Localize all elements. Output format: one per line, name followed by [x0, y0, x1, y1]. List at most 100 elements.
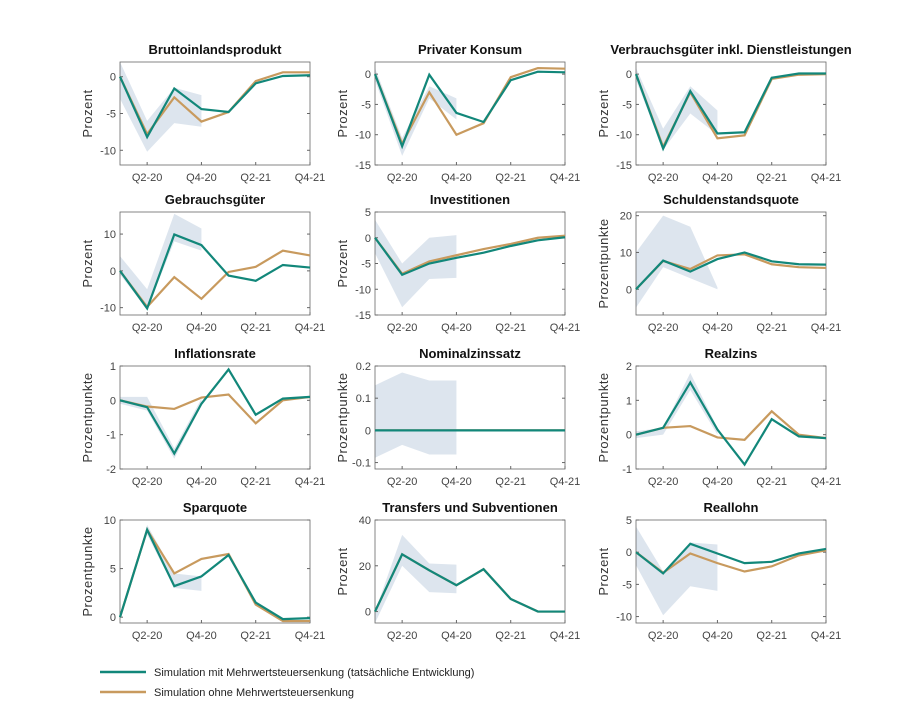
y-axis-label: Prozent [335, 239, 350, 287]
y-axis-label: Prozentpunkte [80, 526, 95, 616]
y-tick-label: 40 [359, 515, 371, 527]
panel-title: Verbrauchsgüter inkl. Dienstleistungen [610, 42, 851, 57]
y-tick-label: 0 [110, 395, 116, 407]
series-line-with [634, 72, 826, 152]
panel-title: Inflationsrate [174, 346, 256, 361]
y-tick-label: -15 [355, 160, 371, 172]
x-tick-label: Q4-20 [702, 630, 733, 642]
y-axis-label: Prozentpunkte [596, 218, 611, 308]
axes-box [374, 519, 566, 624]
y-tick-label: -5 [361, 99, 371, 111]
y-tick-label: -5 [622, 579, 632, 591]
y-tick-label: 0 [365, 607, 371, 619]
x-tick-label: Q4-21 [295, 322, 326, 334]
x-tick-label: Q2-21 [240, 322, 271, 334]
x-tick-label: Q4-20 [441, 476, 472, 488]
x-tick-label: Q4-21 [295, 172, 326, 184]
y-axis-label: Prozent [596, 547, 611, 595]
y-tick-label: 0 [626, 430, 632, 442]
panel-5: 5 0 -5 -10 -15 Q2-20 Q4-20 Q2-21 Q4-21 Investitio… [335, 192, 580, 334]
x-tick-label: Q4-21 [295, 476, 326, 488]
x-tick-label: Q4-20 [702, 476, 733, 488]
confidence-band [636, 215, 718, 308]
x-tick-label: Q2-20 [387, 630, 418, 642]
y-tick-label: 0.2 [356, 361, 371, 373]
x-tick-label: Q2-21 [756, 630, 787, 642]
confidence-band [375, 219, 457, 308]
y-tick-label: 0 [110, 72, 116, 84]
x-tick-label: Q2-20 [387, 322, 418, 334]
confidence-band [120, 524, 202, 618]
y-tick-label: -15 [616, 160, 632, 172]
y-tick-label: -10 [355, 130, 371, 142]
x-tick-label: Q4-20 [441, 172, 472, 184]
series-line-without [373, 66, 566, 147]
series-line-without [635, 409, 827, 441]
legend-label-with: Simulation mit Mehrwertsteuersenkung (ta… [154, 667, 474, 679]
y-tick-label: 10 [620, 247, 632, 259]
axes-box [635, 519, 827, 624]
series-line-without [118, 527, 310, 623]
x-tick-label: Q2-20 [387, 476, 418, 488]
panel-1: 0 -5 -10 Q2-20 Q4-20 Q2-21 Q4-21 Bruttoinlandsp… [80, 42, 325, 184]
y-tick-label: 0.1 [356, 393, 371, 405]
series-line-with [119, 367, 311, 456]
x-tick-label: Q2-20 [648, 630, 679, 642]
panel-10: 10 5 0 Q2-20 Q4-20 Q2-21 Q4-21 Sparquote Prozent… [80, 500, 325, 642]
y-tick-label: 2 [626, 361, 632, 373]
confidence-band [375, 372, 457, 458]
axes-box [119, 365, 311, 470]
y-axis-label: Prozent [80, 89, 95, 137]
series-line-with [373, 70, 566, 150]
x-tick-label: Q2-21 [756, 476, 787, 488]
y-tick-label: -2 [106, 464, 116, 476]
x-tick-label: Q2-20 [648, 476, 679, 488]
x-tick-label: Q4-20 [186, 476, 217, 488]
y-tick-label: -10 [100, 303, 116, 315]
panel-title: Transfers und Subventionen [382, 500, 558, 515]
y-tick-label: 1 [626, 395, 632, 407]
x-tick-label: Q2-20 [132, 630, 163, 642]
y-tick-label: 1 [110, 361, 116, 373]
x-tick-label: Q2-20 [648, 172, 679, 184]
y-tick-label: -5 [361, 259, 371, 271]
y-axis-label: Prozent [80, 239, 95, 287]
series-line-with [118, 74, 311, 140]
y-tick-label: -1 [106, 430, 116, 442]
axes-box [119, 519, 311, 624]
confidence-band [120, 62, 202, 152]
y-tick-label: 0 [110, 266, 116, 278]
x-tick-label: Q4-20 [441, 630, 472, 642]
series-line-with [635, 251, 827, 291]
panel-2: 0 -5 -10 -15 Q2-20 Q4-20 Q2-21 Q4-21 Privater Ko… [335, 42, 580, 184]
series-line-with [119, 233, 311, 311]
y-tick-label: 0 [365, 425, 371, 437]
panel-title: Privater Konsum [418, 42, 522, 57]
panel-title: Investitionen [430, 192, 510, 207]
x-tick-label: Q4-20 [702, 172, 733, 184]
x-tick-label: Q2-21 [756, 172, 787, 184]
y-tick-label: -10 [616, 612, 632, 624]
y-tick-label: 5 [365, 207, 371, 219]
legend-label-without: Simulation ohne Mehrwertsteuersenkung [154, 687, 354, 699]
x-tick-label: Q2-21 [240, 172, 271, 184]
confidence-band [120, 213, 202, 310]
y-tick-label: 0 [626, 69, 632, 81]
y-tick-label: -1 [622, 464, 632, 476]
x-tick-label: Q4-21 [550, 322, 581, 334]
y-axis-label: Prozent [335, 89, 350, 137]
y-tick-label: -5 [622, 99, 632, 111]
panel-11: 40 20 0 Q2-20 Q4-20 Q2-21 Q4-21 Transfers und S… [335, 500, 580, 642]
panel-title: Gebrauchsgüter [165, 192, 265, 207]
series-line-without [119, 249, 311, 309]
y-axis-label: Prozent [596, 89, 611, 137]
x-tick-label: Q4-20 [186, 630, 217, 642]
panel-title: Sparquote [183, 500, 247, 515]
y-axis-label: Prozentpunkte [596, 372, 611, 462]
x-tick-label: Q4-20 [186, 172, 217, 184]
panel-title: Nominalzinssatz [419, 346, 521, 361]
y-axis-label: Prozentpunkte [80, 372, 95, 462]
x-tick-label: Q2-21 [495, 476, 526, 488]
panel-title: Reallohn [704, 500, 759, 515]
